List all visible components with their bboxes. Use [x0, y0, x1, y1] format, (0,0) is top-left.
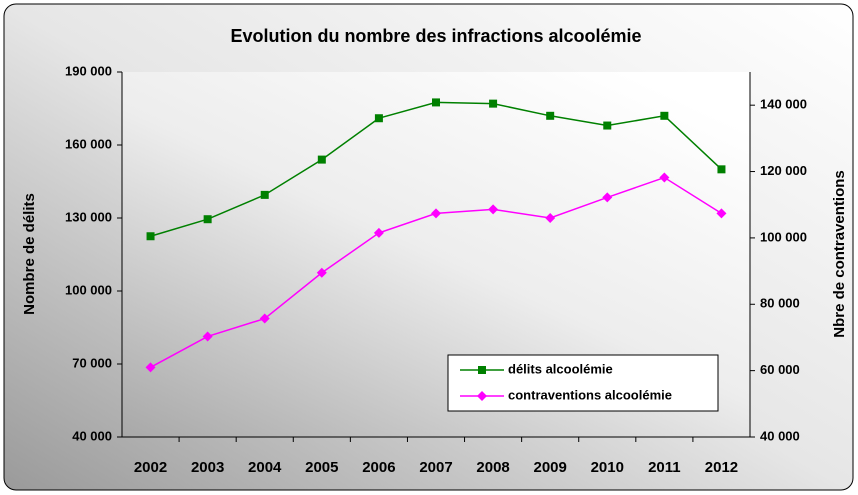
- y-tick-label: 130 000: [65, 209, 112, 224]
- marker: [659, 172, 670, 183]
- marker: [545, 213, 556, 223]
- marker: [373, 227, 384, 238]
- y-tick-label: 40 000: [72, 428, 112, 443]
- y-tick-label: 190 000: [65, 63, 112, 78]
- x-tick-label: 2004: [248, 459, 282, 476]
- legend-marker: [477, 391, 487, 401]
- x-tick-label: 2005: [305, 459, 338, 476]
- y-axis-title: Nombre de délits: [21, 193, 38, 315]
- marker: [259, 313, 270, 324]
- x-tick-label: 2006: [362, 459, 395, 476]
- chart-title: Evolution du nombre des infractions alco…: [230, 26, 641, 46]
- y2-tick-label: 40 000: [760, 428, 800, 443]
- y2-tick-label: 60 000: [760, 362, 800, 377]
- y-tick-label: 160 000: [65, 136, 112, 151]
- x-tick-label: 2009: [533, 459, 566, 476]
- legend-marker: [478, 366, 486, 374]
- marker: [546, 111, 555, 120]
- x-tick-label: 2007: [419, 459, 452, 476]
- y2-tick-label: 100 000: [760, 229, 807, 244]
- marker: [316, 267, 327, 278]
- legend: [447, 354, 719, 412]
- marker: [602, 192, 613, 203]
- y2-axis-title: Nbre de contraventions: [831, 170, 848, 338]
- marker: [603, 121, 612, 130]
- legend-label: délits alcoolémie: [508, 361, 613, 376]
- marker: [374, 114, 383, 123]
- marker: [317, 155, 326, 164]
- marker: [202, 331, 213, 342]
- marker: [203, 215, 212, 224]
- x-tick-label: 2010: [591, 459, 624, 476]
- y2-tick-label: 140 000: [760, 97, 807, 112]
- y-tick-label: 70 000: [72, 355, 112, 370]
- marker: [260, 190, 269, 199]
- y2-tick-label: 120 000: [760, 163, 807, 178]
- marker: [489, 99, 498, 108]
- legend-label: contraventions alcoolémie: [508, 387, 672, 402]
- x-tick-label: 2011: [648, 459, 681, 476]
- marker: [716, 208, 727, 219]
- marker: [431, 208, 441, 219]
- x-tick-label: 2008: [476, 459, 509, 476]
- marker: [146, 232, 155, 241]
- x-tick-label: 2002: [134, 459, 167, 476]
- marker: [660, 111, 669, 120]
- x-tick-label: 2012: [705, 459, 738, 476]
- marker: [488, 204, 499, 215]
- marker: [145, 362, 156, 373]
- marker: [717, 165, 726, 174]
- y-tick-label: 100 000: [65, 282, 112, 297]
- x-tick-label: 2003: [191, 459, 224, 476]
- y2-tick-label: 80 000: [760, 296, 800, 311]
- marker: [432, 98, 440, 107]
